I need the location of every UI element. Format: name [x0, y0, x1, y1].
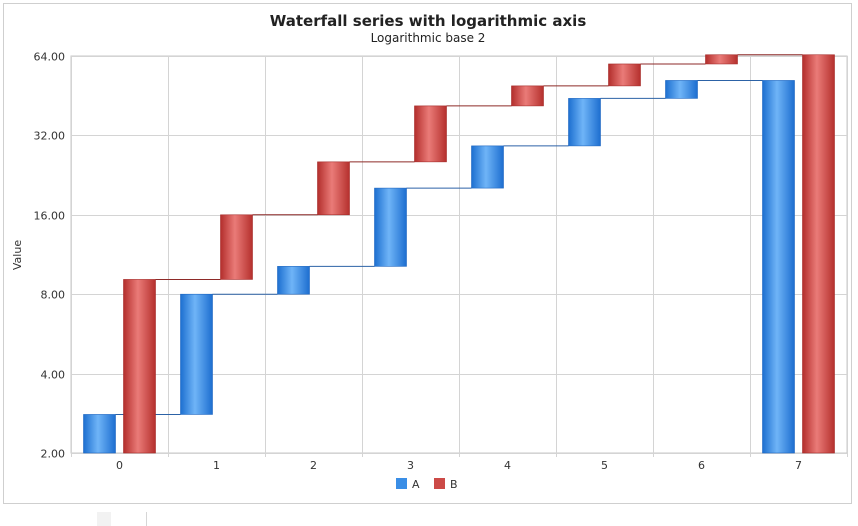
bar-a-3[interactable] [374, 187, 407, 267]
chart-title: Waterfall series with logarithmic axis [270, 12, 587, 30]
bar-b-7[interactable] [802, 54, 835, 454]
y-axis-title: Value [11, 240, 24, 270]
bars [83, 54, 835, 454]
y-tick-label: 64.00 [34, 51, 66, 64]
chart-subtitle: Logarithmic base 2 [371, 31, 486, 45]
tick-labels: 2.00 4.00 8.00 16.00 32.00 64.00 0 1 2 3 4 5 6 7 [34, 51, 803, 473]
x-tick-label: 6 [698, 459, 705, 472]
bar-b-5[interactable] [608, 63, 641, 87]
x-tick-label: 2 [310, 459, 317, 472]
bar-b-4[interactable] [511, 85, 544, 107]
x-tick-label: 7 [795, 459, 802, 472]
legend-label-a[interactable]: A [412, 478, 420, 491]
footer-divider [146, 512, 147, 526]
bar-a-1[interactable] [180, 293, 213, 415]
legend-swatch-a[interactable] [396, 478, 407, 489]
x-tick-label: 0 [116, 459, 123, 472]
x-tick-label: 4 [504, 459, 511, 472]
legend-label-b[interactable]: B [450, 478, 458, 491]
footer-scroll-stub [97, 512, 111, 526]
gridlines [70, 55, 848, 457]
bar-a-0[interactable] [83, 414, 116, 454]
bar-b-1[interactable] [220, 214, 253, 280]
y-tick-label: 4.00 [41, 369, 66, 382]
y-tick-label: 32.00 [34, 130, 66, 143]
bar-a-2[interactable] [277, 266, 310, 295]
chart-frame: Waterfall series with logarithmic axis L… [3, 3, 852, 504]
x-tick-label: 5 [601, 459, 608, 472]
bar-b-0[interactable] [123, 279, 156, 454]
bar-b-3[interactable] [414, 105, 447, 163]
bar-a-5[interactable] [568, 98, 601, 147]
bar-a-7[interactable] [762, 80, 795, 454]
bar-b-2[interactable] [317, 161, 350, 216]
bar-b-6[interactable] [705, 54, 738, 65]
y-tick-label: 2.00 [41, 448, 66, 461]
x-tick-label: 1 [213, 459, 220, 472]
waterfall-chart: Waterfall series with logarithmic axis L… [11, 12, 848, 491]
bar-a-6[interactable] [665, 80, 698, 99]
y-tick-label: 16.00 [34, 210, 66, 223]
y-tick-label: 8.00 [41, 289, 66, 302]
bar-a-4[interactable] [471, 145, 504, 189]
x-tick-label: 3 [407, 459, 414, 472]
legend-swatch-b[interactable] [434, 478, 445, 489]
